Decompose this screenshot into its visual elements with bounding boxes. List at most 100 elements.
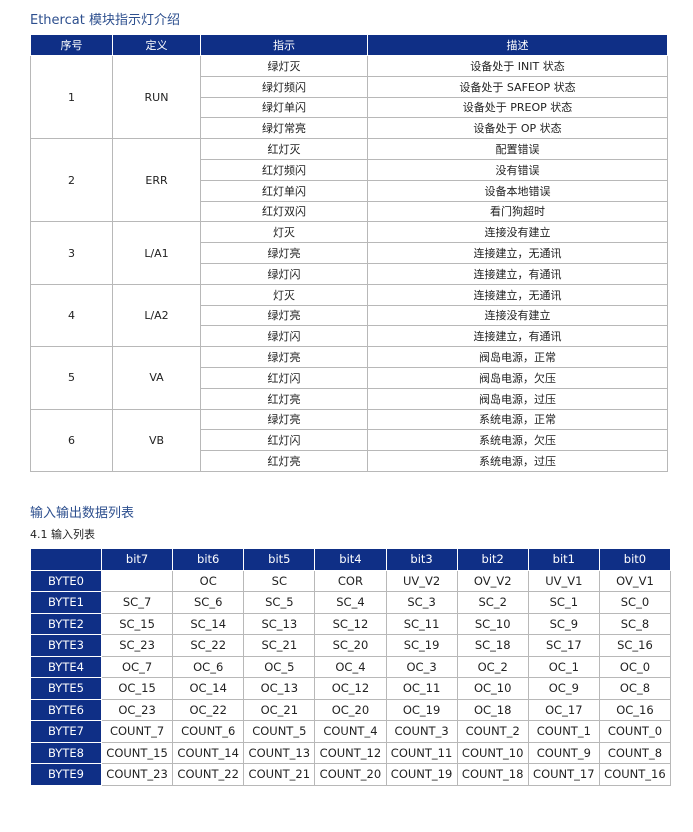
table-row: 2 ERR 红灯灭 配置错误 [30,138,668,223]
bit-cell: COUNT_13 [243,741,316,764]
bit-cell: COUNT_3 [385,720,458,743]
bit-cell: OC_10 [456,677,529,700]
bit-cell: UV_V1 [527,569,600,592]
description-cell: 设备处于 INIT 状态 [367,55,668,77]
indicator-table: 序号 定义 指示 描述 1 RUN 绿灯灭 设备处于 INIT 状态 绿灯频闪 设备处于 SAF… [30,34,668,472]
bit-cell: COUNT_1 [527,720,600,743]
bit-cell: UV_V2 [385,569,458,592]
definition-cell: L/A1 [112,221,201,285]
table-row: BYTE4 OC_7 OC_6 OC_5 OC_4 OC_3 OC_2 OC_1 OC_0 [30,655,672,678]
bit-cell: OC_15 [100,677,174,700]
description-cell: 设备处于 SAFEOP 状态 [367,75,668,98]
indication-cell: 绿灯闪 [200,262,368,285]
definition-cell: RUN [112,54,201,140]
description-cell: 阀岛电源，过压 [367,387,668,410]
bit-cell: OC_4 [314,655,387,678]
number-cell: 5 [30,346,113,410]
byte-label: BYTE0 [30,569,102,592]
bit-cell: SC_17 [527,634,600,657]
bit-cell: COUNT_7 [100,720,174,743]
bit-cell: COR [314,569,387,592]
description-cell: 连接建立，有通讯 [367,262,668,285]
byte-label: BYTE2 [30,612,102,635]
table-row: 红灯闪 系统电源，欠压 [31,429,668,452]
bit-cell: OC_13 [243,677,316,700]
bit-cell: OC_19 [385,698,458,721]
definition-cell: VA [112,346,201,410]
bit-cell: COUNT_20 [314,763,387,786]
table-row: 红灯闪 阀岛电源，欠压 [31,366,668,389]
section1-title: Ethercat 模块指示灯介绍 [30,13,180,28]
indication-cell: 绿灯灭 [200,55,368,77]
definition-cell: ERR [112,138,201,223]
description-cell: 设备处于 OP 状态 [367,117,668,140]
bit-cell: COUNT_15 [100,741,174,764]
description-cell: 设备本地错误 [367,179,668,202]
bit-cell: OC_11 [385,677,458,700]
indication-cell: 绿灯亮 [200,304,368,327]
header-cell: bit7 [100,548,174,571]
table-row: BYTE2 SC_15 SC_14 SC_13 SC_12 SC_11 SC_10 SC_9 S… [30,612,672,635]
header-cell: bit2 [456,548,529,571]
indication-cell: 红灯单闪 [200,179,368,202]
bit-cell: OC_2 [456,655,529,678]
header-cell: bit3 [385,548,458,571]
bit-cell: OC_14 [172,677,245,700]
bit-cell: OC_23 [100,698,174,721]
bit-cell: COUNT_21 [243,763,316,786]
bit-cell: OC_8 [598,677,672,700]
bit-cell: OC_20 [314,698,387,721]
bit-cell: COUNT_12 [314,741,387,764]
indication-cell: 红灯亮 [200,450,368,472]
bit-cell: SC_5 [243,591,316,614]
bit-cell: COUNT_4 [314,720,387,743]
indication-cell: 灯灭 [200,221,368,244]
bit-cell: SC_21 [243,634,316,657]
bit-cell: SC_11 [385,612,458,635]
bit-cell: OC_17 [527,698,600,721]
table-row: BYTE6 OC_23 OC_22 OC_21 OC_20 OC_19 OC_18 OC_17… [30,698,672,721]
description-cell: 看门狗超时 [367,200,668,223]
header-cell: bit1 [527,548,600,571]
input-list-table: bit7 bit6 bit5 bit4 bit3 bit2 bit1 bit0 BYTE0 OC… [30,548,672,786]
bit-cell: OC_9 [527,677,600,700]
table-row: 绿灯闪 连接建立，有通讯 [31,325,668,348]
bit-cell: COUNT_5 [243,720,316,743]
definition-cell: L/A2 [112,283,201,348]
table-row: BYTE0 OC SC COR UV_V2 OV_V2 UV_V1 OV_V1 [30,569,672,592]
bit-cell: COUNT_22 [172,763,245,786]
table-row: 红灯单闪 设备本地错误 [31,179,668,202]
description-cell: 连接建立，有通讯 [367,325,668,348]
bit-cell: SC [243,569,316,592]
bit-cell: SC_20 [314,634,387,657]
section2-title: 输入输出数据列表 [30,506,135,521]
indication-cell: 红灯闪 [200,429,368,452]
header-cell: 描述 [367,34,668,56]
bit-cell: SC_7 [100,591,174,614]
section2-subtitle: 4.1 输入列表 [30,528,95,541]
bit-cell: COUNT_8 [598,741,672,764]
bit-cell: OV_V1 [598,569,672,592]
bit-cell: COUNT_23 [100,763,174,786]
bit-cell: OC_3 [385,655,458,678]
description-cell: 连接没有建立 [367,221,668,244]
bit-cell: SC_6 [172,591,245,614]
description-cell: 系统电源，正常 [367,408,668,431]
description-cell: 连接建立，无通讯 [367,242,668,264]
table-row: BYTE5 OC_15 OC_14 OC_13 OC_12 OC_11 OC_10 OC_9 O… [30,677,672,700]
bit-cell: SC_8 [598,612,672,635]
description-cell: 系统电源，过压 [367,450,668,472]
bit-cell: OC_16 [598,698,672,721]
byte-label: BYTE7 [30,720,102,743]
number-cell: 2 [30,138,113,223]
indication-cell: 绿灯亮 [200,408,368,431]
bit-cell: SC_14 [172,612,245,635]
description-cell: 阀岛电源，正常 [367,346,668,368]
indication-cell: 红灯灭 [200,138,368,160]
table-row: BYTE9 COUNT_23 COUNT_22 COUNT_21 COUNT_20 COU… [30,763,672,786]
indication-cell: 灯灭 [200,283,368,306]
definition-cell: VB [112,408,201,472]
bit-cell: SC_9 [527,612,600,635]
table-row: 5 VA 绿灯亮 阀岛电源，正常 [30,346,668,410]
header-cell: bit5 [243,548,316,571]
